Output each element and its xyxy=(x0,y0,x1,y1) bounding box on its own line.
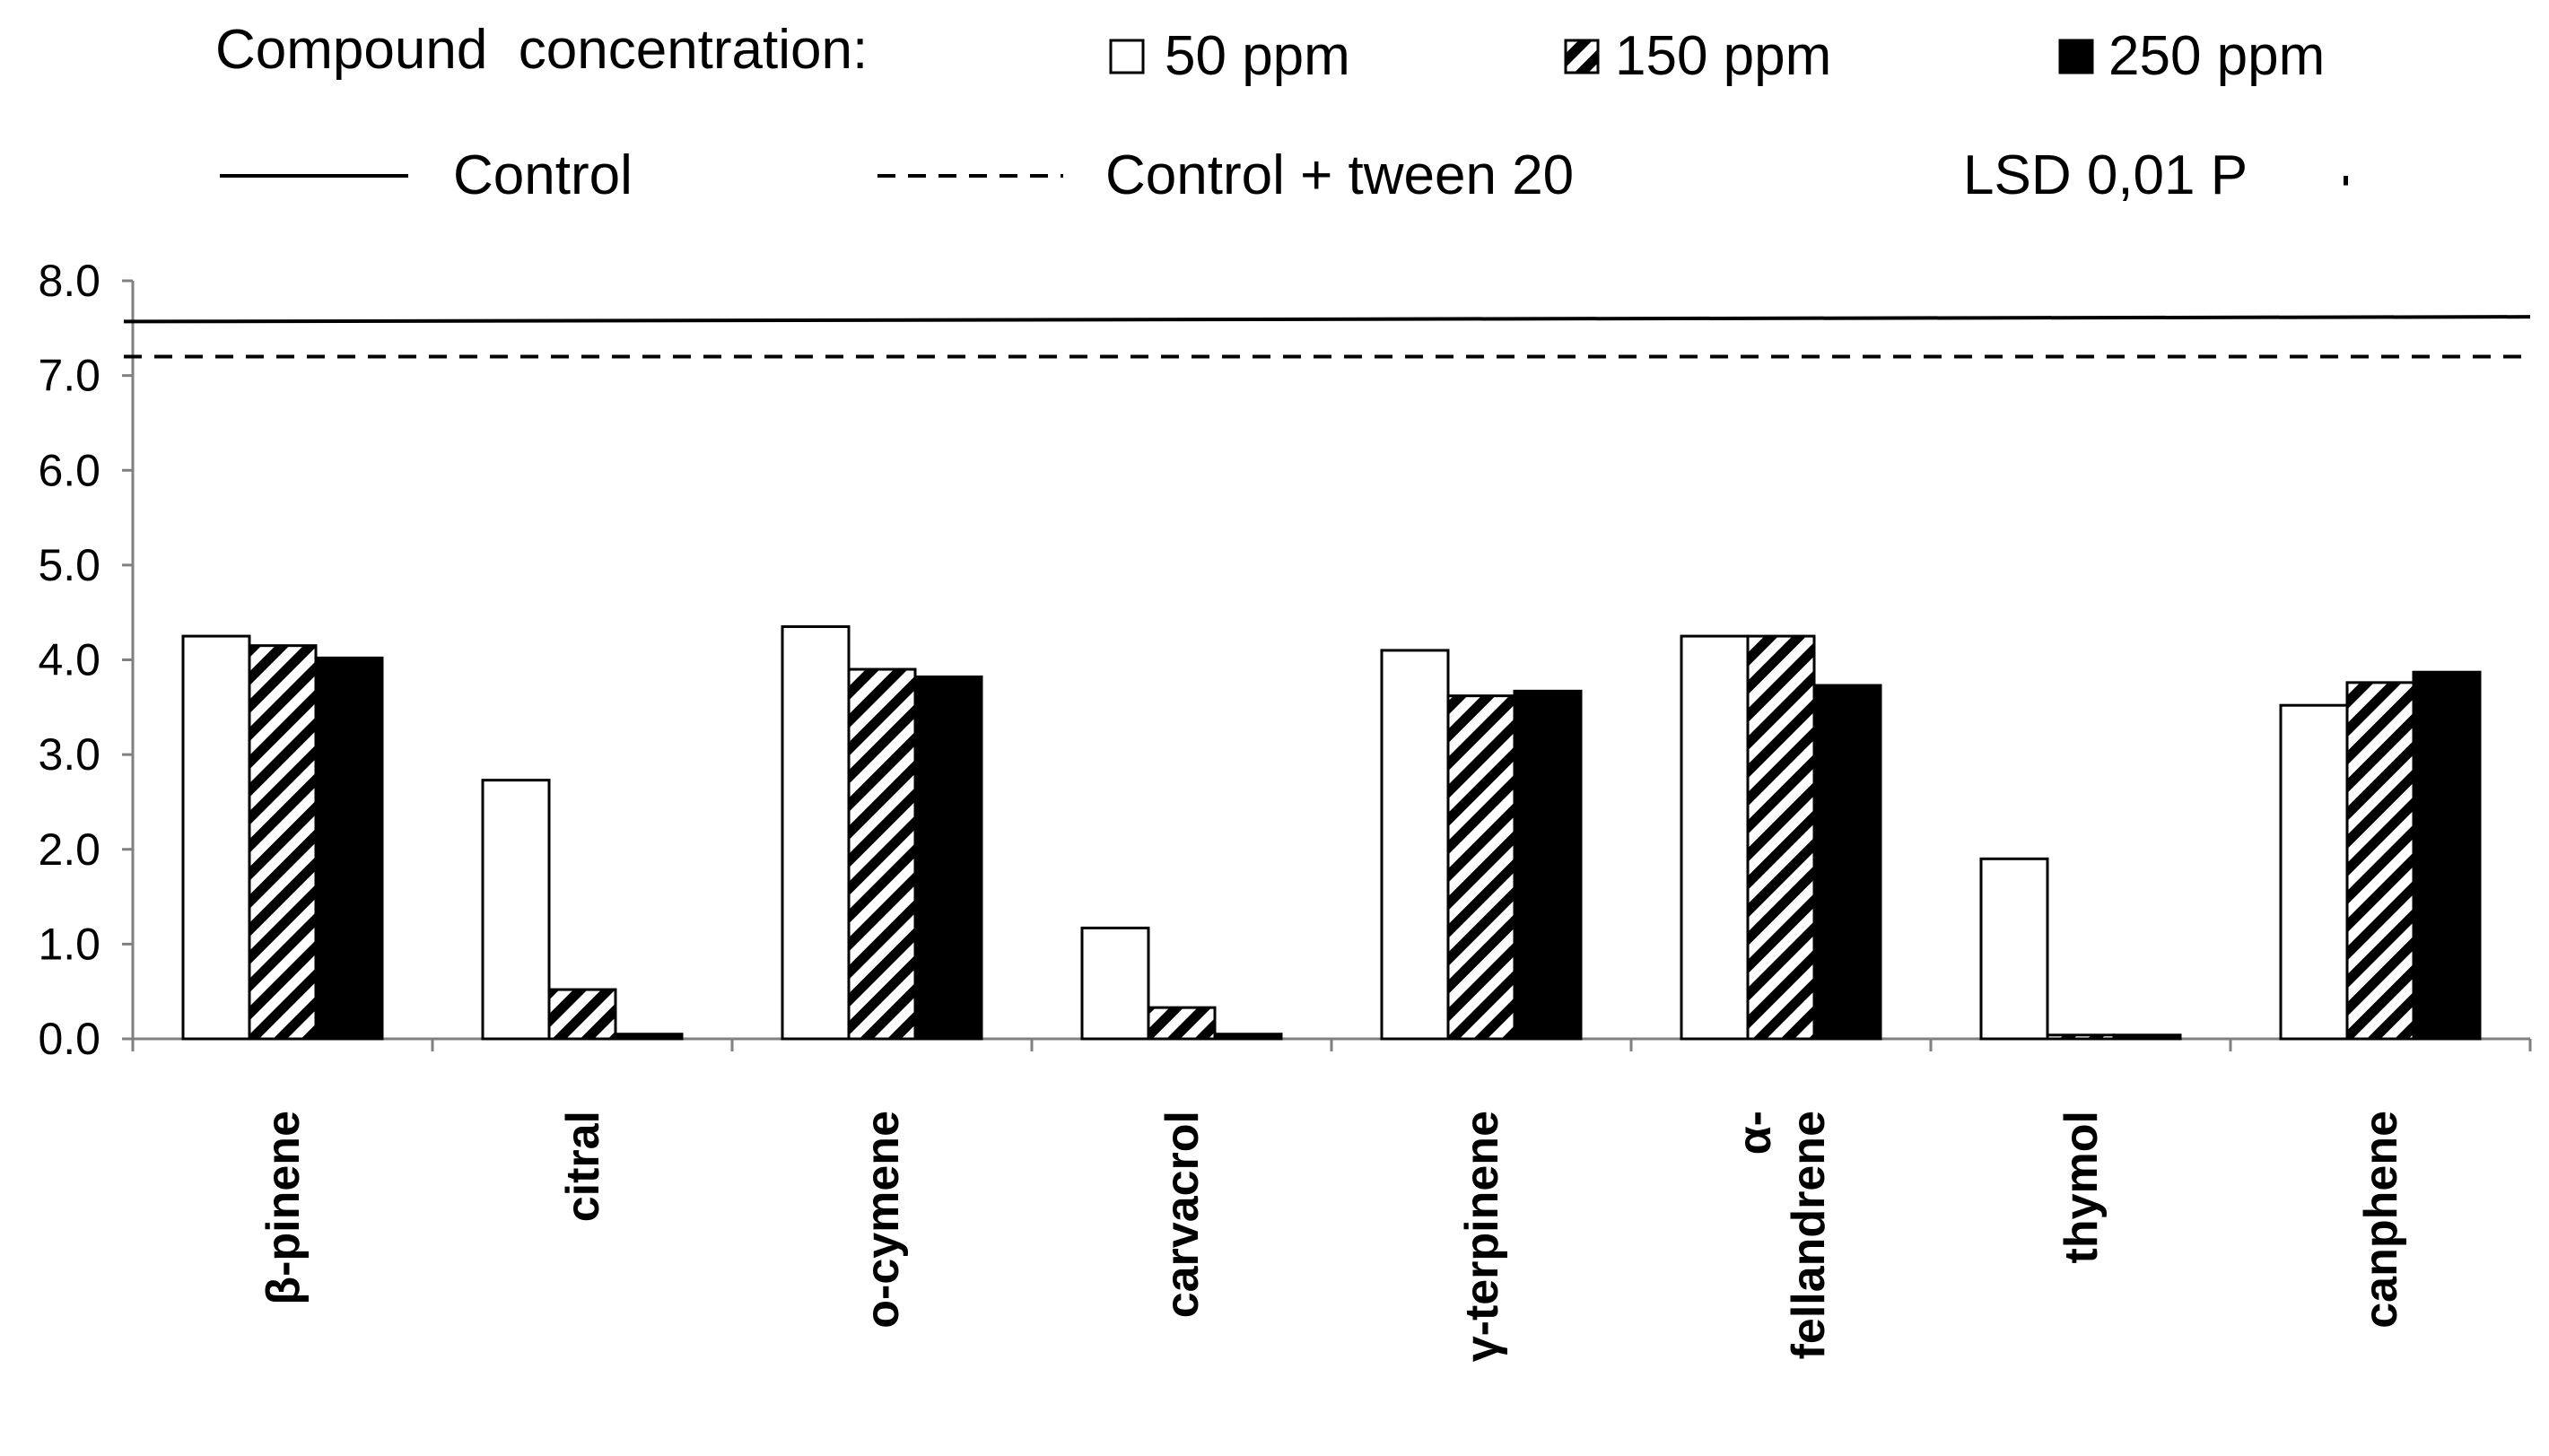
legend-label-150ppm: 150 ppm xyxy=(1615,25,1831,87)
y-tick-label: 6.0 xyxy=(38,445,100,495)
y-tick-label: 3.0 xyxy=(38,729,100,780)
category-label: citral xyxy=(557,1111,609,1222)
legend-entry-250ppm: 250 ppm xyxy=(2058,25,2325,87)
legend-swatch-50ppm xyxy=(1109,39,1145,74)
legend-entry-150ppm: 150 ppm xyxy=(1564,25,1831,87)
legend-label-control-tween: Control + tween 20 xyxy=(1105,144,1574,206)
reference-lines xyxy=(123,315,2531,359)
bar-250ppm xyxy=(314,656,384,1041)
y-tick-label: 4.0 xyxy=(38,635,100,685)
y-tick-label: 0.0 xyxy=(38,1014,100,1064)
bar-250ppm xyxy=(1812,684,1882,1041)
bar-250ppm xyxy=(1513,689,1583,1041)
y-tick-label: 2.0 xyxy=(38,824,100,875)
bar-50ppm xyxy=(1979,857,2049,1041)
y-ticks: 0.0 1.0 2.0 3.0 4.0 5.0 6.0 7.0 8.0 xyxy=(38,256,133,1064)
legend-entry-control-tween: Control + tween 20 xyxy=(877,144,1574,206)
bar-50ppm xyxy=(1080,926,1150,1041)
x-ticks xyxy=(131,1039,2532,1051)
lsd-bar-marker xyxy=(2344,176,2348,186)
bar-150ppm xyxy=(1446,694,1516,1041)
legend-entry-50ppm: 50 ppm xyxy=(1109,25,1350,87)
bar-150ppm xyxy=(847,667,917,1041)
y-tick-label: 1.0 xyxy=(38,919,100,969)
y-tick-label: 5.0 xyxy=(38,540,100,590)
y-tick-label: 7.0 xyxy=(38,351,100,401)
legend-entry-lsd: LSD 0,01 P xyxy=(1963,144,2348,206)
legend-entry-control: Control xyxy=(220,144,633,206)
legend-title: Compound concentration: xyxy=(215,19,868,81)
legend-label-50ppm: 50 ppm xyxy=(1165,25,1350,87)
bar-50ppm xyxy=(1680,634,1750,1041)
legend-swatch-250ppm xyxy=(2058,39,2094,74)
bar-150ppm xyxy=(2345,681,2415,1041)
bar-50ppm xyxy=(181,634,251,1041)
bar-50ppm xyxy=(2279,703,2349,1041)
bar-50ppm xyxy=(1380,649,1450,1041)
category-label: β-pinene xyxy=(258,1111,310,1305)
category-label: γ-terpinene xyxy=(1456,1111,1508,1362)
bar-250ppm xyxy=(2412,670,2482,1041)
y-tick-label: 8.0 xyxy=(38,256,100,306)
control-line xyxy=(123,315,2531,324)
legend-swatch-150ppm xyxy=(1564,39,1600,74)
legend: Compound concentration: 50 ppm 150 ppm 2… xyxy=(215,19,2348,206)
bar-50ppm xyxy=(781,625,851,1041)
legend-label-250ppm: 250 ppm xyxy=(2108,25,2325,87)
bar-50ppm xyxy=(481,779,551,1041)
bar-150ppm xyxy=(1746,634,1816,1041)
bar-150ppm xyxy=(2046,1033,2116,1041)
bar-250ppm xyxy=(913,676,983,1041)
bar-150ppm xyxy=(547,988,617,1041)
bar-150ppm xyxy=(1147,1006,1217,1041)
category-label: o-cymene xyxy=(857,1111,909,1329)
category-label: thymol xyxy=(2056,1111,2108,1263)
bar-250ppm xyxy=(2112,1033,2182,1041)
category-label: canphene xyxy=(2355,1111,2407,1329)
bar-250ppm xyxy=(614,1033,684,1041)
category-label: fellandrene xyxy=(1783,1111,1835,1359)
legend-label-control: Control xyxy=(453,144,633,206)
bar-150ppm xyxy=(248,644,318,1041)
bar-250ppm xyxy=(1213,1033,1283,1041)
legend-label-lsd: LSD 0,01 P xyxy=(1963,144,2248,206)
category-label: α- xyxy=(1729,1111,1781,1155)
category-label: carvacrol xyxy=(1157,1111,1209,1318)
bars xyxy=(181,625,2482,1041)
category-labels: β-pinene citral o-cymene carvacrol γ-terpine… xyxy=(258,1111,2407,1362)
